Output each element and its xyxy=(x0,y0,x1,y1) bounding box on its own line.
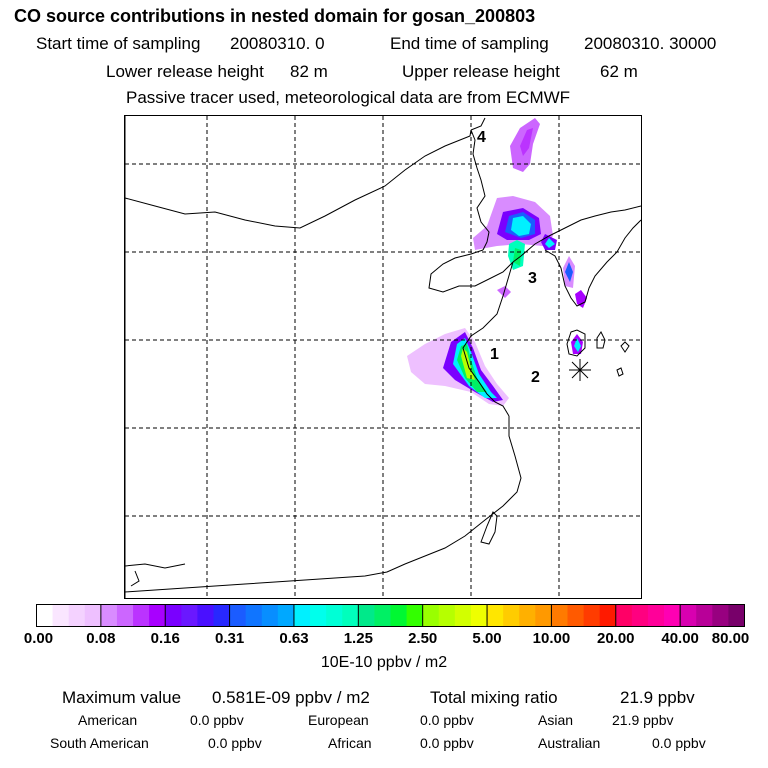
colorbar-tick-label: 80.00 xyxy=(711,630,750,647)
colorbar-cell xyxy=(696,604,713,627)
graticule xyxy=(125,116,641,598)
colorbar-cell xyxy=(487,604,504,627)
colorbar-cell xyxy=(68,604,86,627)
asterisk-receptor-icon xyxy=(569,359,591,381)
colorbar-cell xyxy=(712,604,729,627)
colorbar-cell xyxy=(390,604,407,627)
region-label-1: 1 xyxy=(490,346,499,363)
continent-name: American xyxy=(78,712,138,728)
colorbar-cell xyxy=(680,604,697,627)
start-time-label: Start time of sampling xyxy=(36,34,201,53)
colorbar-cell xyxy=(535,604,552,627)
colorbar-cell xyxy=(326,604,343,627)
colorbar-cell xyxy=(728,604,745,627)
lower-release-value: 82 m xyxy=(290,62,328,81)
colorbar-tick-label: 0.00 xyxy=(23,630,54,647)
colorbar-cell xyxy=(358,604,375,627)
colorbar-cell xyxy=(36,604,53,627)
colorbar-cell xyxy=(116,604,134,627)
colorbar-cell xyxy=(647,604,665,627)
continent-name: Australian xyxy=(538,735,601,751)
colorbar-cell xyxy=(664,604,681,627)
max-value-label: Maximum value xyxy=(62,688,182,707)
colorbar-tick-label: 0.08 xyxy=(86,630,116,647)
continent-name: Asian xyxy=(538,712,574,728)
colorbar-cell xyxy=(374,604,391,627)
continent-value: 0.0 ppbv xyxy=(652,735,706,751)
max-value: 0.581E-09 ppbv / m2 xyxy=(212,688,370,707)
continent-name: African xyxy=(328,735,372,751)
continent-value: 0.0 ppbv xyxy=(208,735,262,751)
colorbar-cell xyxy=(406,604,424,627)
colorbar xyxy=(36,604,745,627)
continent-value: 21.9 ppbv xyxy=(612,712,674,728)
colorbar-cell xyxy=(503,604,520,627)
colorbar-cell xyxy=(213,604,230,627)
continent-name: European xyxy=(308,712,369,728)
colorbar-tick-label: 5.00 xyxy=(472,630,502,647)
colorbar-cell xyxy=(454,604,472,627)
colorbar-tick-label: 20.00 xyxy=(596,630,635,647)
map-canvas: 1 2 3 4 xyxy=(124,116,642,598)
continent-name: South American xyxy=(50,735,149,751)
colorbar-tick-label: 1.25 xyxy=(343,630,373,647)
colorbar-cell xyxy=(631,604,649,627)
continent-value: 0.0 ppbv xyxy=(420,735,474,751)
colorbar-tick-label: 0.16 xyxy=(150,630,180,647)
colorbar-cell xyxy=(599,604,617,627)
colorbar-cell xyxy=(310,604,327,627)
colorbar-cell xyxy=(342,604,359,627)
colorbar-cell xyxy=(229,604,247,627)
colorbar-tick-label: 2.50 xyxy=(408,630,438,647)
colorbar-tick-label: 0.63 xyxy=(279,630,309,647)
end-time-value: 20080310. 30000 xyxy=(584,34,717,53)
colorbar-cell xyxy=(181,604,198,627)
colorbar-cell xyxy=(84,604,102,627)
continent-value: 0.0 ppbv xyxy=(190,712,244,728)
colorbar-cell xyxy=(470,604,488,627)
coastlines xyxy=(124,116,642,598)
colorbar-cell xyxy=(133,604,150,627)
upper-release-label: Upper release height xyxy=(402,62,560,81)
colorbar-tick-label: 10.00 xyxy=(532,630,571,647)
colorbar-cell xyxy=(567,604,584,627)
tracer-note: Passive tracer used, meteorological data… xyxy=(126,88,571,107)
colorbar-cell xyxy=(583,604,601,627)
colorbar-cell xyxy=(149,604,166,627)
upper-release-value: 62 m xyxy=(600,62,638,81)
colorbar-cell xyxy=(165,604,182,627)
colorbar-cell xyxy=(245,604,263,627)
colorbar-cell xyxy=(261,604,279,627)
map-panel: 1 2 3 4 xyxy=(124,115,642,599)
lower-release-label: Lower release height xyxy=(106,62,264,81)
colorbar-cell xyxy=(293,604,311,627)
start-time-value: 20080310. 0 xyxy=(230,34,325,53)
colorbar-cell xyxy=(277,604,295,627)
region-label-3: 3 xyxy=(528,270,537,287)
colorbar-cell xyxy=(197,604,214,627)
continent-value: 0.0 ppbv xyxy=(420,712,474,728)
colorbar-cell xyxy=(52,604,70,627)
colorbar-cell xyxy=(615,604,633,627)
colorbar-tick-label: 0.31 xyxy=(214,630,245,647)
colorbar-cell xyxy=(551,604,568,627)
colorbar-cell xyxy=(100,604,118,627)
colorbar-tick-label: 40.00 xyxy=(661,630,699,647)
total-mixing-value: 21.9 ppbv xyxy=(620,688,695,707)
colorbar-units: 10E-10 ppbv / m2 xyxy=(320,654,448,671)
colorbar-cell xyxy=(438,604,456,627)
plot-title: CO source contributions in nested domain… xyxy=(14,6,536,26)
end-time-label: End time of sampling xyxy=(390,34,549,53)
region-label-4: 4 xyxy=(477,129,486,146)
total-mixing-label: Total mixing ratio xyxy=(430,688,558,707)
colorbar-cell xyxy=(422,604,440,627)
region-label-2: 2 xyxy=(531,369,540,386)
colorbar-cell xyxy=(519,604,536,627)
